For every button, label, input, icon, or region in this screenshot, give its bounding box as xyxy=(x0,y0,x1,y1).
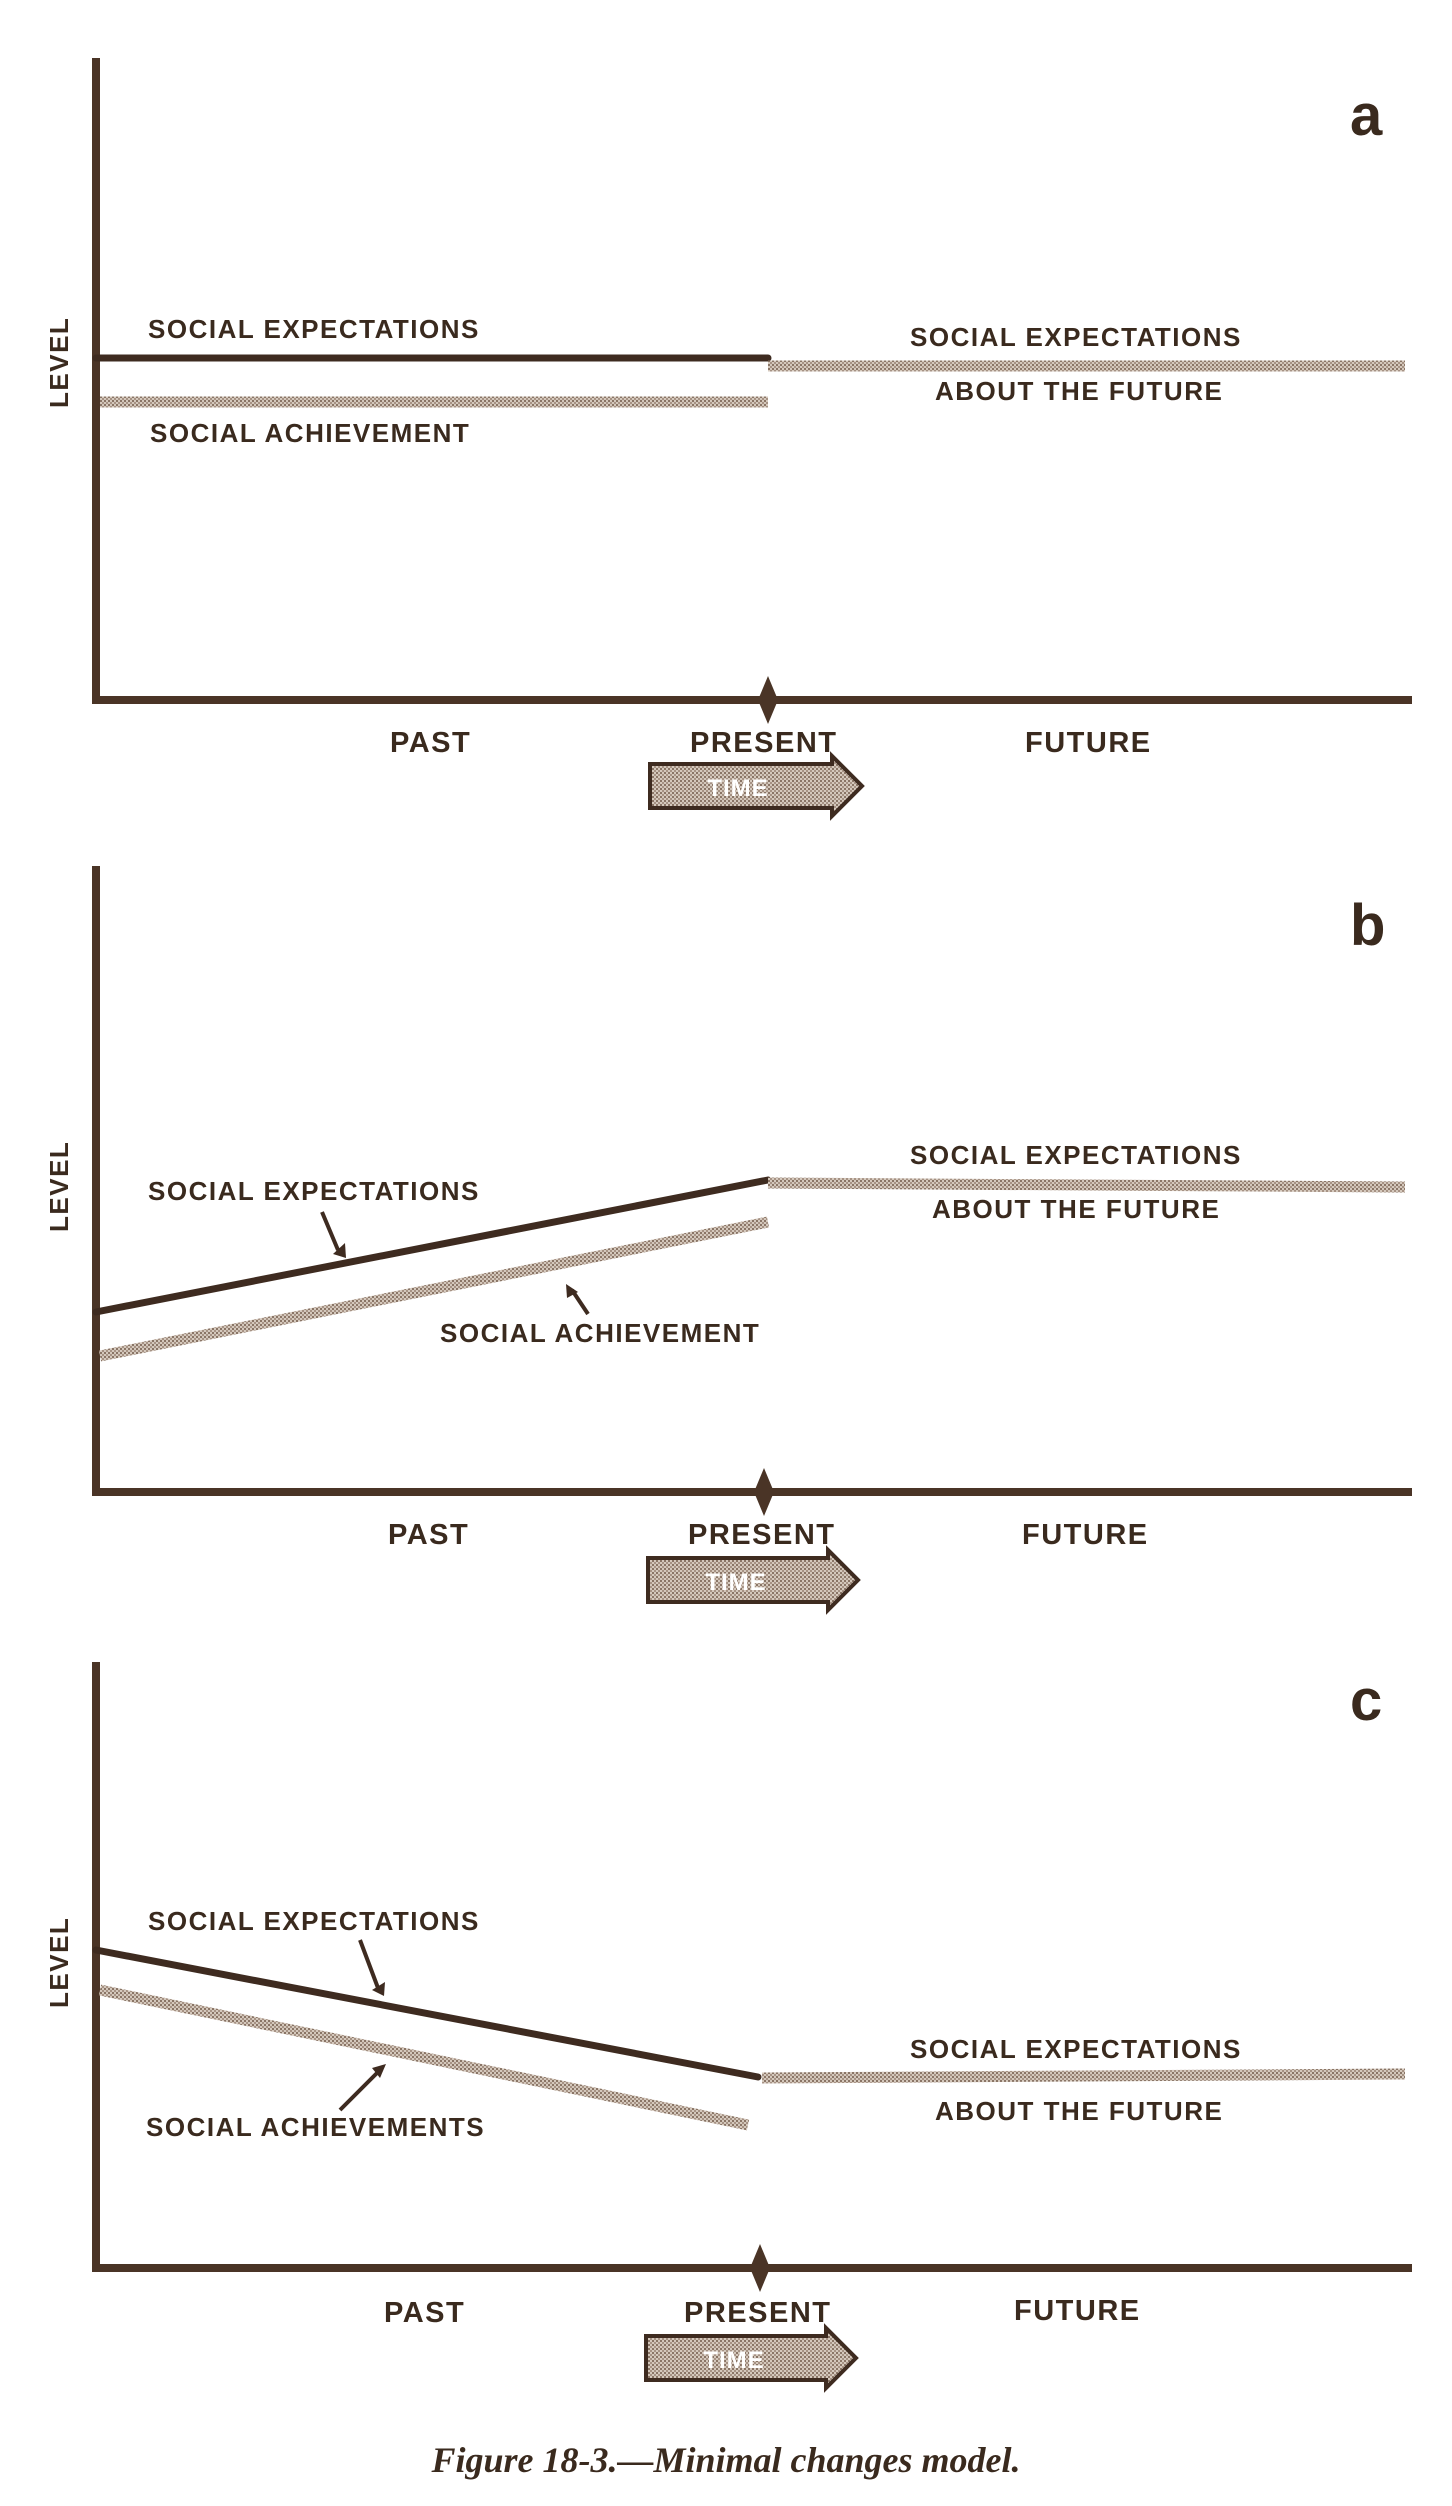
panel-a-axes xyxy=(92,58,1412,704)
panel-c: c LEVEL SOCIAL EXPECTATIONS SOCIAL ACHIE… xyxy=(44,1662,1412,2393)
panel-b-achievement-pointer-head xyxy=(566,1284,578,1298)
panel-b-time-label: TIME xyxy=(705,1569,766,1596)
panel-a-future-label-2: ABOUT THE FUTURE xyxy=(935,376,1223,406)
panel-b-achievement-line xyxy=(98,1216,770,1362)
panel-a-expectations-label: SOCIAL EXPECTATIONS xyxy=(148,314,480,344)
panel-b-future-label: FUTURE xyxy=(1022,1519,1149,1551)
panel-b-time-arrow: TIME xyxy=(646,1545,861,1615)
panel-c-achievement-label: SOCIAL ACHIEVEMENTS xyxy=(146,2112,485,2142)
panel-b-present-label: PRESENT xyxy=(688,1519,835,1551)
panel-c-letter: c xyxy=(1350,1668,1382,1733)
panel-a: a LEVEL SOCIAL EXPECTATIONS SOCIAL ACHIE… xyxy=(44,58,1412,821)
panel-b-axes xyxy=(92,866,1412,1496)
panel-a-achievement-label: SOCIAL ACHIEVEMENT xyxy=(150,418,470,448)
panel-c-expectations-pointer-head xyxy=(372,1982,385,1996)
panel-b-present-marker xyxy=(754,1468,774,1516)
panel-a-letter: a xyxy=(1350,83,1383,148)
panel-b-expectations-label: SOCIAL EXPECTATIONS xyxy=(148,1176,480,1206)
panel-b-past-label: PAST xyxy=(388,1519,469,1551)
panel-b-expectations-pointer-head xyxy=(333,1243,346,1258)
figure-caption: Figure 18-3.—Minimal changes model. xyxy=(430,2440,1020,2480)
panel-a-past-label: PAST xyxy=(390,727,471,759)
panel-c-axes xyxy=(92,1662,1412,2272)
panel-c-future-label-2: ABOUT THE FUTURE xyxy=(935,2096,1223,2126)
panel-c-present-marker xyxy=(750,2244,770,2292)
panel-a-time-label: TIME xyxy=(707,775,768,802)
panel-c-future-expectations-line xyxy=(761,2068,1406,2084)
panel-b-future-label-2: ABOUT THE FUTURE xyxy=(932,1194,1220,1224)
panel-c-y-axis-label: LEVEL xyxy=(44,1917,74,2008)
panel-c-present-label: PRESENT xyxy=(684,2297,831,2329)
panel-c-future-label: FUTURE xyxy=(1014,2295,1141,2327)
panel-a-y-axis-label: LEVEL xyxy=(44,317,74,408)
panel-b-future-label-1: SOCIAL EXPECTATIONS xyxy=(910,1140,1242,1170)
panel-b-achievement-pointer xyxy=(570,1288,590,1316)
panel-c-time-label: TIME xyxy=(703,2347,764,2374)
panel-c-achievement-pointer-head xyxy=(372,2064,386,2078)
panel-a-present-label: PRESENT xyxy=(690,727,837,759)
panel-c-achievement-line xyxy=(98,1984,750,2131)
panel-c-expectations-line xyxy=(92,1946,762,2081)
panel-a-future-label-1: SOCIAL EXPECTATIONS xyxy=(910,322,1242,352)
panel-c-expectations-label: SOCIAL EXPECTATIONS xyxy=(148,1906,480,1936)
panel-a-present-marker xyxy=(758,676,778,724)
panel-c-future-label-1: SOCIAL EXPECTATIONS xyxy=(910,2034,1242,2064)
panel-b-expectations-line xyxy=(92,1176,772,1316)
panel-a-time-arrow: TIME xyxy=(648,751,865,821)
panel-c-achievement-pointer xyxy=(338,2068,382,2112)
panel-a-future-label: FUTURE xyxy=(1025,727,1152,759)
panel-b-achievement-label: SOCIAL ACHIEVEMENT xyxy=(440,1318,760,1348)
panel-b-letter: b xyxy=(1350,893,1385,958)
panel-b-y-axis-label: LEVEL xyxy=(44,1141,74,1232)
panel-b-expectations-pointer xyxy=(320,1211,340,1251)
panel-b-future-expectations-line xyxy=(767,1177,1406,1193)
panel-b: b LEVEL SOCIAL EXPECTATIONS SOCIAL ACHIE… xyxy=(44,866,1412,1615)
panel-c-time-arrow: TIME xyxy=(644,2323,859,2393)
panel-c-past-label: PAST xyxy=(384,2297,465,2329)
panel-c-expectations-pointer xyxy=(358,1939,380,1989)
